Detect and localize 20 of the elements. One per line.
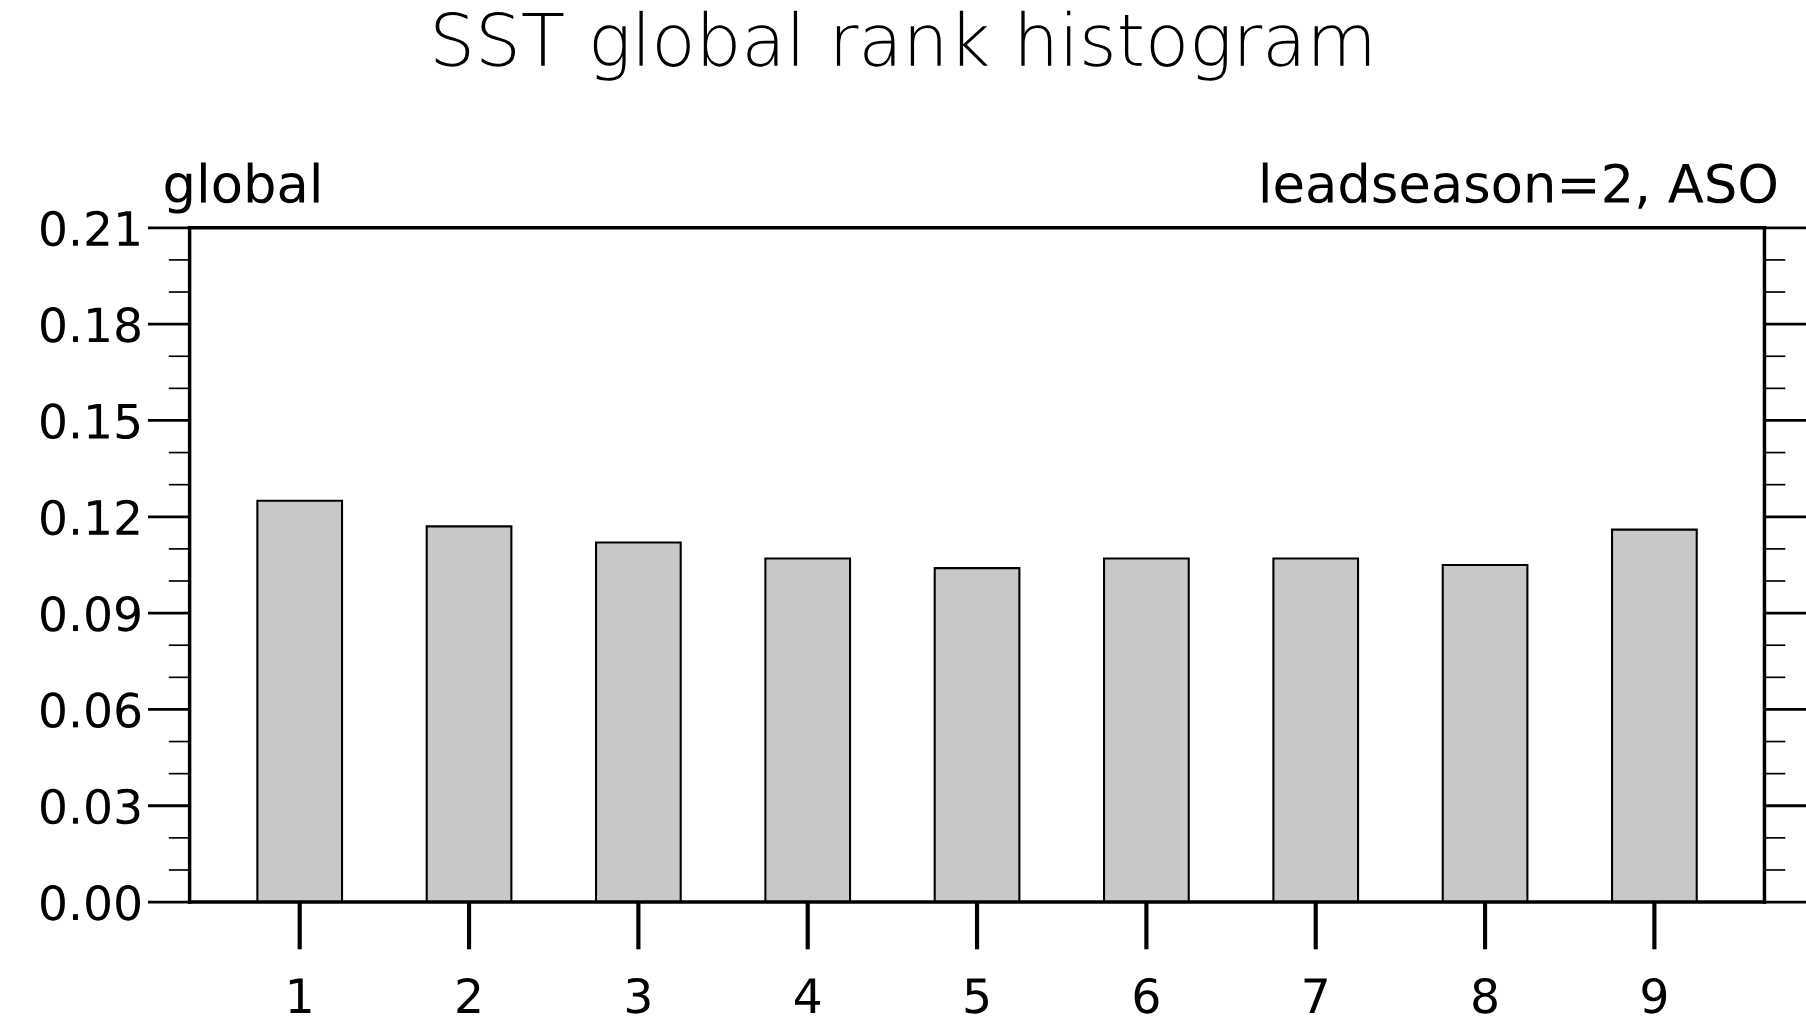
x-tick-label: 6	[1134, 977, 1159, 1014]
x-tick-label: 4	[795, 978, 821, 1013]
y-tick-label: 0.15	[41, 403, 139, 440]
y-tick-label: 0.06	[41, 692, 141, 729]
text: global	[165, 162, 319, 214]
y-tick-label: 0.03	[41, 788, 140, 825]
chart-title: SST global rank histogram	[435, 10, 1370, 81]
text: leadseason=2, ASO	[1262, 162, 1776, 209]
x-tick-label: 1	[289, 978, 311, 1013]
y-tick-label: 0.18	[41, 307, 140, 343]
x-tick-label: 2	[457, 977, 480, 1013]
y-tick-label: 0.09	[41, 596, 140, 632]
y-tick-label: 0.00	[41, 884, 140, 921]
x-tick-label: 8	[1473, 977, 1497, 1014]
y-tick-label: 0.12	[41, 499, 139, 536]
x-tick-label: 7	[1304, 978, 1327, 1013]
y-tick-label: 0.21	[41, 210, 139, 247]
x-tick-label: 5	[965, 978, 988, 1014]
x-tick-label: 9	[1642, 977, 1667, 1014]
x-tick-label: 3	[626, 977, 650, 1014]
